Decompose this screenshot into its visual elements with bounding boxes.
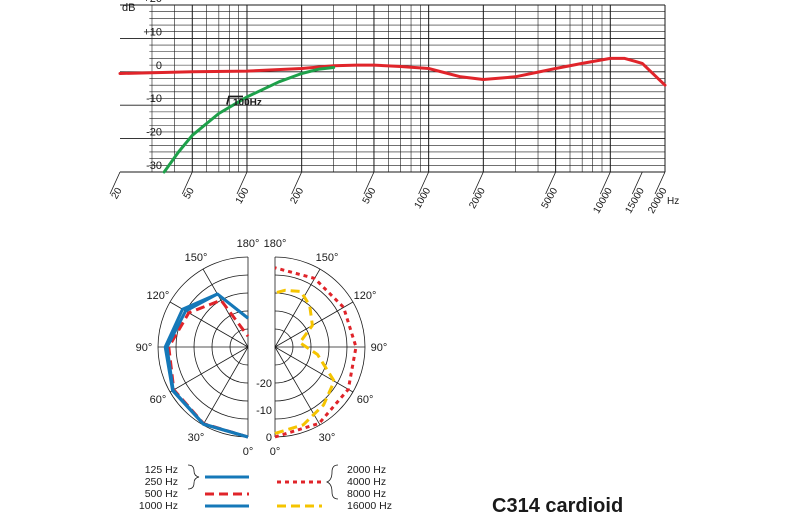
x-tick-mark [654, 171, 666, 195]
angle-label-right: 150° [316, 252, 339, 264]
x-tick-label: 500 [361, 186, 379, 206]
x-tick-mark [291, 171, 303, 195]
x-tick-label: 5000 [540, 186, 561, 211]
low-cut-annotation: 100Hz [233, 98, 262, 109]
angle-label-left: 90° [136, 342, 153, 354]
low-cut-symbol [226, 95, 243, 105]
x-tick-label: 2000 [467, 186, 488, 211]
angle-label-right: 30° [319, 432, 336, 444]
y-axis-label: dB [122, 2, 135, 14]
radial-label: -10 [256, 405, 272, 417]
legend-label-left: 125 Hz [145, 464, 178, 476]
x-axis-label: Hz [667, 196, 679, 207]
x-tick-label: 200 [288, 186, 306, 206]
x-tick-label: 20 [110, 186, 125, 202]
polar-series-yellow-dashed [274, 288, 336, 435]
legend-label-right: 4000 Hz [347, 476, 386, 488]
legend-label-right: 8000 Hz [347, 488, 386, 500]
polar-spoke [274, 346, 321, 426]
series-line-response [118, 56, 667, 87]
radial-label: 0 [266, 432, 272, 444]
y-tick-label: -10 [146, 93, 162, 105]
x-tick-mark [418, 171, 430, 195]
angle-label-left: 60° [150, 394, 167, 406]
x-tick-mark [363, 171, 375, 195]
legend-label-left: 500 Hz [145, 488, 178, 500]
angle-label-left: 150° [185, 252, 208, 264]
x-tick-mark [599, 171, 611, 195]
angle-label-left: 180° [237, 238, 260, 250]
y-tick-label: +20 [143, 0, 162, 5]
y-tick-label: 0 [156, 60, 162, 72]
polar-spoke [274, 268, 321, 348]
angle-label-right: 0° [270, 446, 281, 458]
x-tick-label: 100 [234, 186, 252, 206]
polar-pattern-chart: 180° 180° 150° 150° 120° 120° 90° 90° 60° 60° 30° 3… [136, 238, 388, 458]
polar-spoke [274, 301, 354, 348]
polar-spoke [202, 346, 249, 426]
frequency-response-chart: 20 50 100 200 500 1000 2000 5000 10000 15000 20000… [110, 0, 680, 216]
angle-label-left: 0° [243, 446, 254, 458]
angle-label-right: 60° [357, 394, 374, 406]
angle-label-right: 180° [264, 238, 287, 250]
legend-label-right: 16000 Hz [347, 500, 392, 512]
polar-spoke [274, 346, 354, 393]
legend-brace-right [325, 464, 339, 500]
legend-brace-left [187, 464, 200, 490]
x-tick-mark [181, 171, 193, 195]
angle-label-right: 120° [354, 290, 377, 302]
model-label: C314 cardioid [492, 495, 623, 517]
polar-series-blue-solid [163, 292, 249, 439]
x-tick-mark [109, 171, 121, 195]
legend-label-left: 1000 Hz [139, 500, 178, 512]
x-tick-label: 50 [182, 186, 197, 202]
x-tick-mark [236, 171, 248, 195]
angle-label-left: 30° [188, 432, 205, 444]
radial-label: -20 [256, 378, 272, 390]
y-tick-label: +10 [143, 26, 162, 38]
angle-label-right: 90° [371, 342, 388, 354]
legend-label-right: 2000 Hz [347, 464, 386, 476]
x-tick-mark [631, 171, 643, 195]
legend-label-left: 250 Hz [145, 476, 178, 488]
series-line-low-cut [162, 66, 336, 174]
y-tick-label: -30 [146, 160, 162, 172]
angle-label-left: 120° [147, 290, 170, 302]
x-tick-label: 10000 [591, 186, 615, 216]
x-tick-mark [472, 171, 484, 195]
polar-spoke [169, 346, 249, 393]
y-tick-label: -20 [146, 127, 162, 139]
x-tick-mark [545, 171, 556, 195]
polar-series-blue-solid [165, 292, 249, 439]
x-tick-label: 1000 [413, 186, 434, 211]
x-tick-label: 15000 [623, 186, 647, 216]
polar-series-red-dotted [274, 266, 358, 439]
